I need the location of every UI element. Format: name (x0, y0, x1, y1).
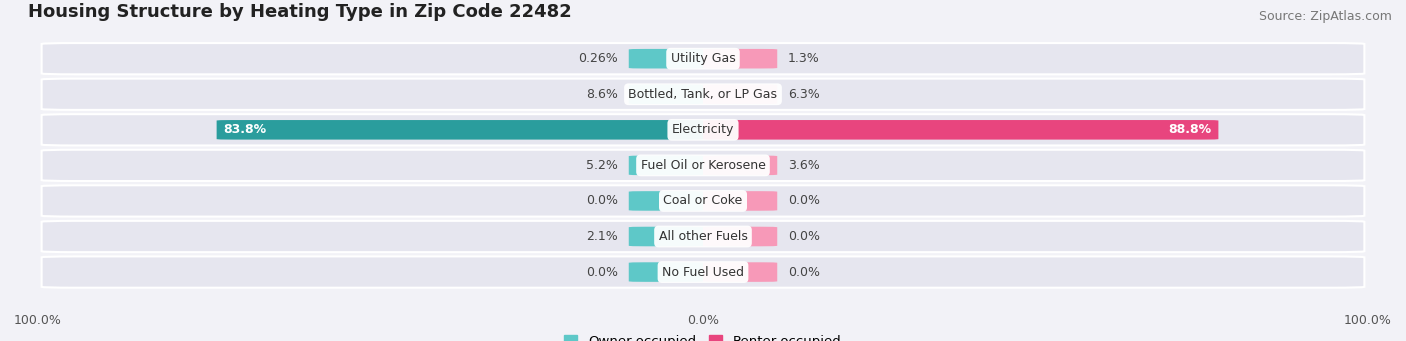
FancyBboxPatch shape (628, 191, 703, 211)
Text: 8.6%: 8.6% (586, 88, 619, 101)
Text: 0.0%: 0.0% (586, 266, 619, 279)
Text: 3.6%: 3.6% (787, 159, 820, 172)
FancyBboxPatch shape (628, 155, 703, 175)
FancyBboxPatch shape (42, 43, 1364, 74)
Text: Utility Gas: Utility Gas (671, 52, 735, 65)
Text: Housing Structure by Heating Type in Zip Code 22482: Housing Structure by Heating Type in Zip… (28, 3, 572, 21)
Legend: Owner-occupied, Renter-occupied: Owner-occupied, Renter-occupied (560, 329, 846, 341)
FancyBboxPatch shape (42, 256, 1364, 288)
FancyBboxPatch shape (703, 191, 778, 211)
Text: 5.2%: 5.2% (586, 159, 619, 172)
Text: 2.1%: 2.1% (586, 230, 619, 243)
FancyBboxPatch shape (703, 49, 778, 69)
Text: Bottled, Tank, or LP Gas: Bottled, Tank, or LP Gas (628, 88, 778, 101)
Text: Fuel Oil or Kerosene: Fuel Oil or Kerosene (641, 159, 765, 172)
FancyBboxPatch shape (703, 262, 778, 282)
FancyBboxPatch shape (42, 114, 1364, 146)
FancyBboxPatch shape (42, 150, 1364, 181)
Text: Source: ZipAtlas.com: Source: ZipAtlas.com (1258, 10, 1392, 23)
Text: 0.26%: 0.26% (578, 52, 619, 65)
Text: 88.8%: 88.8% (1168, 123, 1212, 136)
FancyBboxPatch shape (628, 85, 703, 104)
FancyBboxPatch shape (703, 227, 778, 246)
FancyBboxPatch shape (217, 120, 703, 139)
FancyBboxPatch shape (42, 79, 1364, 110)
FancyBboxPatch shape (703, 120, 1219, 139)
Text: Coal or Coke: Coal or Coke (664, 194, 742, 207)
Text: 0.0%: 0.0% (787, 230, 820, 243)
Text: 83.8%: 83.8% (224, 123, 267, 136)
Text: All other Fuels: All other Fuels (658, 230, 748, 243)
Text: Electricity: Electricity (672, 123, 734, 136)
Text: 1.3%: 1.3% (787, 52, 820, 65)
Text: 100.0%: 100.0% (14, 314, 62, 327)
Text: 0.0%: 0.0% (787, 266, 820, 279)
FancyBboxPatch shape (42, 185, 1364, 217)
FancyBboxPatch shape (628, 262, 703, 282)
Text: No Fuel Used: No Fuel Used (662, 266, 744, 279)
FancyBboxPatch shape (703, 155, 778, 175)
Text: 100.0%: 100.0% (1344, 314, 1392, 327)
FancyBboxPatch shape (703, 85, 778, 104)
Text: 0.0%: 0.0% (586, 194, 619, 207)
Text: 0.0%: 0.0% (787, 194, 820, 207)
FancyBboxPatch shape (628, 227, 703, 246)
FancyBboxPatch shape (628, 49, 703, 69)
Text: 6.3%: 6.3% (787, 88, 820, 101)
FancyBboxPatch shape (42, 221, 1364, 252)
Text: 0.0%: 0.0% (688, 314, 718, 327)
